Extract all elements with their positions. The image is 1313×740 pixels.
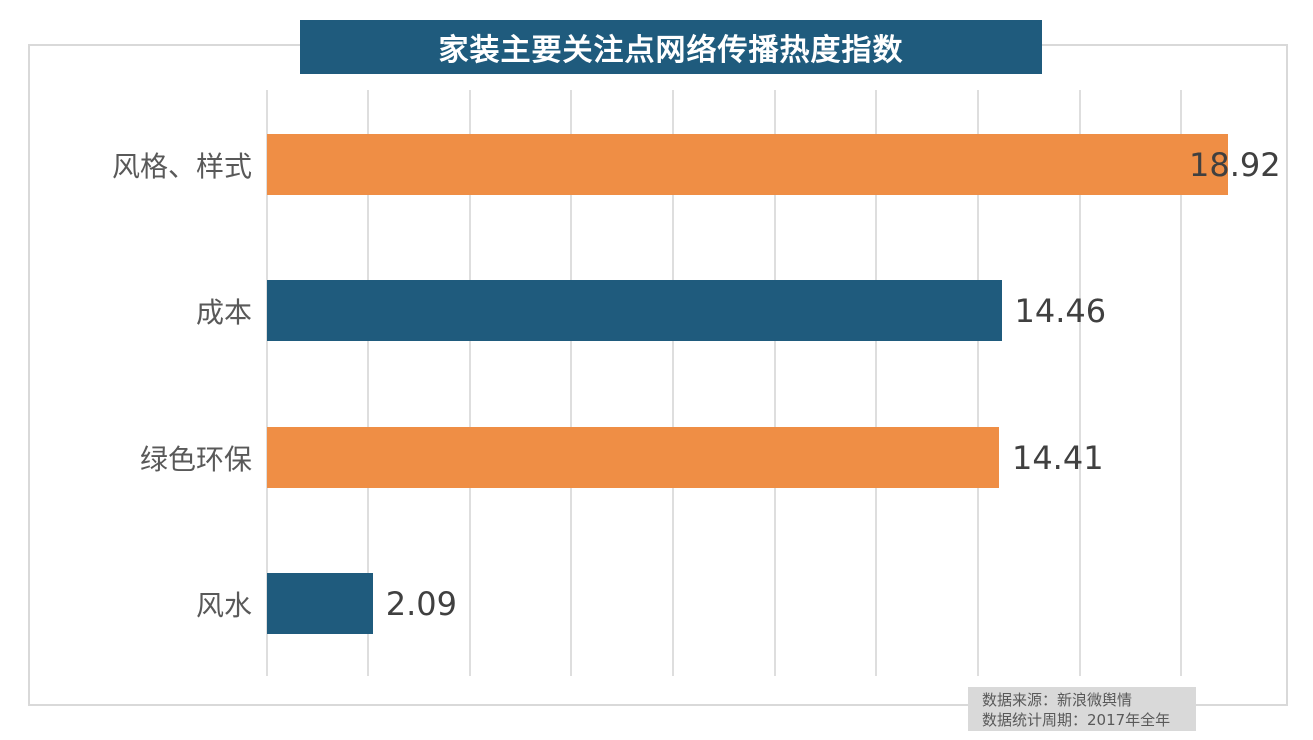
- gridline: [1078, 90, 1081, 676]
- gridline: [367, 90, 370, 676]
- gridline: [672, 90, 675, 676]
- category-label: 风水: [195, 588, 252, 622]
- gridline: [1180, 90, 1183, 676]
- category-label: 成本: [195, 295, 252, 329]
- value-label: 14.46: [1014, 291, 1107, 330]
- gridline: [265, 90, 268, 676]
- gridline: [875, 90, 878, 676]
- value-label: 14.41: [1011, 438, 1104, 477]
- chart-title: 家装主要关注点网络传播热度指数: [300, 20, 1042, 74]
- source-note: 数据来源：新浪微舆情 数据统计周期：2017年全年: [968, 687, 1196, 731]
- bar: [266, 573, 373, 634]
- gridline: [773, 90, 776, 676]
- gridline: [570, 90, 573, 676]
- category-label: 风格、样式: [111, 149, 252, 183]
- bar: [266, 427, 999, 488]
- value-label: 2.09: [385, 584, 457, 623]
- source-note-line1: 数据来源：新浪微舆情: [982, 691, 1133, 709]
- source-note-line2: 数据统计周期：2017年全年: [982, 711, 1171, 729]
- gridline: [977, 90, 980, 676]
- bar: [266, 134, 1229, 195]
- gridline: [468, 90, 471, 676]
- value-label: 18.92: [1189, 145, 1281, 184]
- bar: [266, 280, 1002, 341]
- category-label: 绿色环保: [139, 442, 252, 476]
